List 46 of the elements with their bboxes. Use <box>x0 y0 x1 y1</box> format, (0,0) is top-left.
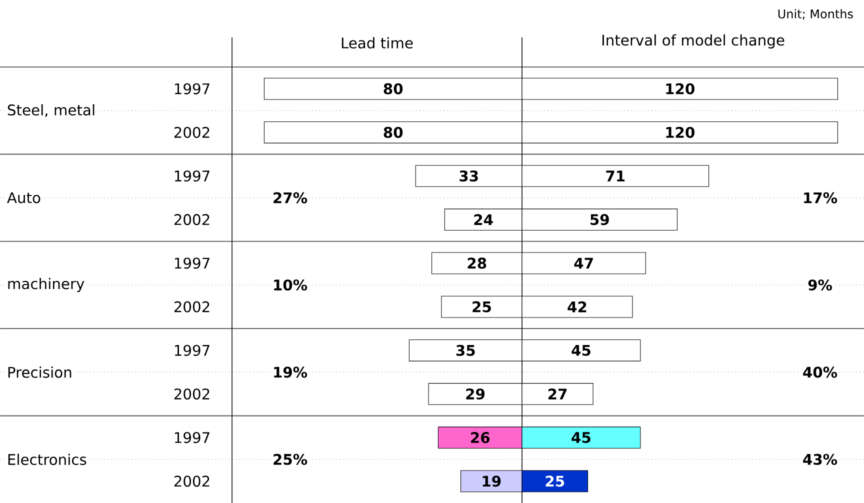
annotation: 19% <box>274 366 308 378</box>
data-label: 59 <box>590 214 609 226</box>
chart-title: Lead time <box>342 37 413 49</box>
data-label: 26 <box>471 432 490 444</box>
text: Electronics <box>8 454 86 466</box>
data-label: 24 <box>474 214 493 226</box>
data-label: 45 <box>572 432 590 444</box>
data-label: 80 <box>384 83 403 94</box>
data-label: 25 <box>546 476 564 487</box>
text: Unit; Months <box>778 9 853 20</box>
data-label: 33 <box>460 170 478 182</box>
text: machinery <box>8 278 84 292</box>
annotation: 9% <box>808 279 832 291</box>
data-label: 80 <box>384 126 403 138</box>
data-label: 29 <box>466 388 485 400</box>
annotation: 10% <box>274 279 308 291</box>
y-tick-label: 2002 <box>174 476 210 487</box>
y-tick-label: 2002 <box>174 214 210 226</box>
data-label: 27 <box>548 388 567 400</box>
data-label: 120 <box>666 126 694 138</box>
y-tick-label: 1997 <box>174 258 210 269</box>
data-label: 35 <box>456 344 475 356</box>
annotation: 27% <box>274 192 308 204</box>
data-label: 45 <box>572 344 590 356</box>
y-tick-label: 1997 <box>174 170 210 182</box>
annotation: 17% <box>804 192 838 204</box>
annotation: 25% <box>274 454 308 465</box>
annotation: 43% <box>803 454 838 465</box>
y-tick-label: 2002 <box>174 126 210 138</box>
data-label: 28 <box>468 258 486 269</box>
y-tick-label: 2002 <box>174 388 210 400</box>
y-tick-label: 2002 <box>174 301 210 312</box>
chart-title: Interval of model change <box>602 34 784 49</box>
data-label: 120 <box>666 83 694 94</box>
text: Steel, metal <box>8 104 94 118</box>
data-label: 47 <box>574 258 593 269</box>
text: Auto <box>7 192 40 204</box>
data-label: 42 <box>568 301 586 312</box>
y-tick-label: 1997 <box>174 344 210 356</box>
data-label: 19 <box>482 476 501 487</box>
data-label: 71 <box>606 170 625 182</box>
text: Precision <box>8 366 72 378</box>
annotation: 40% <box>803 366 838 378</box>
y-tick-label: 1997 <box>174 432 210 444</box>
data-label: 25 <box>472 301 491 312</box>
y-tick-label: 1997 <box>174 83 210 94</box>
